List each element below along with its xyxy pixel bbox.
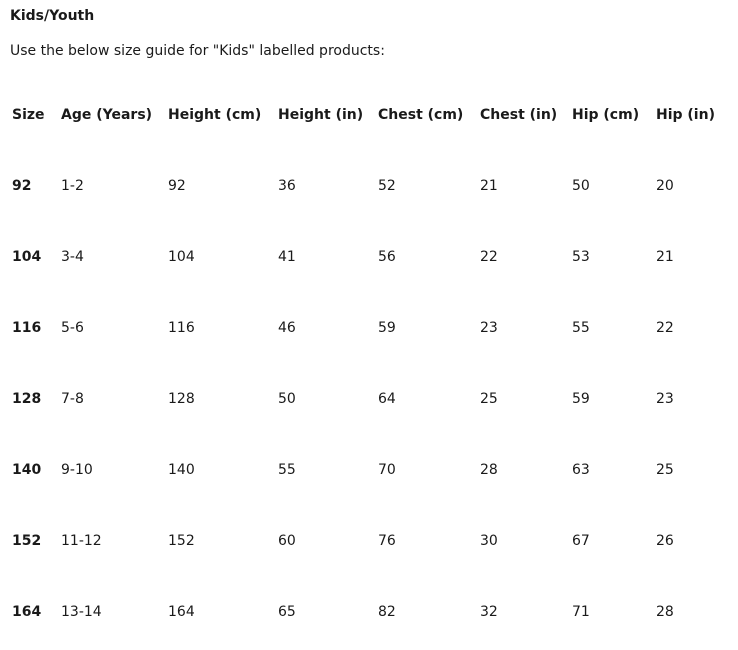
cell-size: 140	[12, 461, 42, 478]
cell-height-cm: 152	[168, 532, 195, 549]
cell-age: 9-10	[61, 461, 93, 478]
cell-size: 92	[12, 177, 32, 194]
cell-height-in: 46	[278, 319, 296, 336]
size-guide-table: Size Age (Years) Height (cm) Height (in)…	[0, 80, 736, 647]
cell-hip-cm: 63	[572, 461, 590, 478]
cell-chest-cm: 76	[378, 532, 396, 549]
table-row: 152 11-12 152 60 76 30 67 26	[0, 505, 736, 576]
cell-height-in: 50	[278, 390, 296, 407]
table-row: 104 3-4 104 41 56 22 53 21	[0, 221, 736, 292]
cell-age: 5-6	[61, 319, 84, 336]
cell-chest-in: 25	[480, 390, 498, 407]
intro-text: Use the below size guide for "Kids" labe…	[10, 43, 385, 59]
header-age: Age (Years)	[61, 107, 153, 123]
cell-hip-in: 23	[656, 390, 674, 407]
cell-hip-cm: 55	[572, 319, 590, 336]
table-header-row: Size Age (Years) Height (cm) Height (in)…	[0, 80, 736, 150]
cell-height-cm: 116	[168, 319, 195, 336]
header-height-cm: Height (cm)	[168, 107, 262, 123]
cell-hip-in: 26	[656, 532, 674, 549]
cell-chest-cm: 82	[378, 603, 396, 620]
cell-hip-cm: 71	[572, 603, 590, 620]
cell-chest-cm: 64	[378, 390, 396, 407]
cell-age: 7-8	[61, 390, 84, 407]
cell-hip-in: 21	[656, 248, 674, 265]
cell-hip-in: 22	[656, 319, 674, 336]
cell-height-cm: 164	[168, 603, 195, 620]
cell-chest-in: 23	[480, 319, 498, 336]
cell-chest-cm: 70	[378, 461, 396, 478]
cell-height-cm: 104	[168, 248, 195, 265]
header-chest-cm: Chest (cm)	[378, 107, 464, 123]
cell-chest-in: 32	[480, 603, 498, 620]
table-row: 116 5-6 116 46 59 23 55 22	[0, 292, 736, 363]
cell-age: 11-12	[61, 532, 102, 549]
cell-chest-in: 22	[480, 248, 498, 265]
cell-hip-cm: 53	[572, 248, 590, 265]
cell-hip-in: 28	[656, 603, 674, 620]
cell-hip-cm: 59	[572, 390, 590, 407]
cell-height-cm: 140	[168, 461, 195, 478]
cell-size: 104	[12, 248, 42, 265]
table-row: 92 1-2 92 36 52 21 50 20	[0, 150, 736, 221]
header-hip-cm: Hip (cm)	[572, 107, 640, 123]
cell-chest-in: 28	[480, 461, 498, 478]
cell-height-in: 55	[278, 461, 296, 478]
cell-chest-in: 21	[480, 177, 498, 194]
cell-size: 152	[12, 532, 42, 549]
cell-hip-in: 25	[656, 461, 674, 478]
cell-height-in: 60	[278, 532, 296, 549]
header-size: Size	[12, 107, 45, 123]
header-height-in: Height (in)	[278, 107, 364, 123]
cell-height-cm: 128	[168, 390, 195, 407]
cell-age: 13-14	[61, 603, 102, 620]
header-chest-in: Chest (in)	[480, 107, 558, 123]
page-title: Kids/Youth	[10, 8, 95, 24]
cell-height-in: 65	[278, 603, 296, 620]
header-hip-in: Hip (in)	[656, 107, 715, 123]
cell-age: 3-4	[61, 248, 84, 265]
cell-hip-cm: 67	[572, 532, 590, 549]
cell-height-in: 41	[278, 248, 296, 265]
cell-hip-in: 20	[656, 177, 674, 194]
cell-age: 1-2	[61, 177, 84, 194]
cell-chest-cm: 52	[378, 177, 396, 194]
table-row: 128 7-8 128 50 64 25 59 23	[0, 363, 736, 434]
cell-size: 128	[12, 390, 42, 407]
cell-hip-cm: 50	[572, 177, 590, 194]
cell-chest-cm: 56	[378, 248, 396, 265]
cell-chest-in: 30	[480, 532, 498, 549]
cell-size: 164	[12, 603, 42, 620]
table-row: 164 13-14 164 65 82 32 71 28	[0, 576, 736, 647]
cell-height-cm: 92	[168, 177, 186, 194]
cell-chest-cm: 59	[378, 319, 396, 336]
cell-size: 116	[12, 319, 42, 336]
cell-height-in: 36	[278, 177, 296, 194]
table-row: 140 9-10 140 55 70 28 63 25	[0, 434, 736, 505]
